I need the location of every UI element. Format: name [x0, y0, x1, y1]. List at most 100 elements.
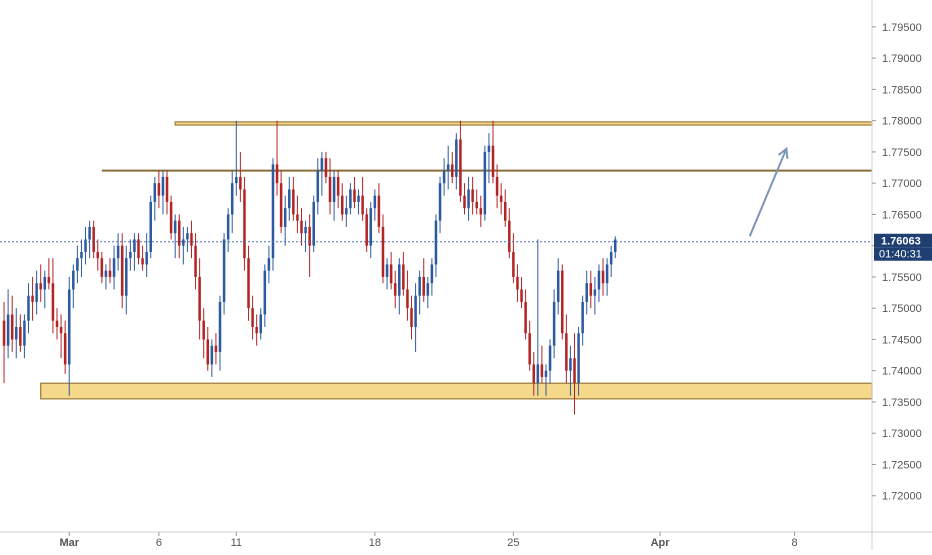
resistance-zone	[174, 121, 873, 126]
candle-body	[369, 208, 373, 246]
countdown-tag	[874, 247, 932, 261]
candle-body	[292, 189, 295, 215]
candle-body	[259, 314, 263, 334]
candle-body	[279, 183, 283, 227]
candle-body	[31, 295, 34, 302]
candle-body	[186, 233, 189, 240]
candle-body	[165, 176, 169, 202]
price-tick-label: 1.72000	[882, 491, 922, 503]
time-tick-label: 6	[156, 537, 162, 549]
candle-body	[202, 320, 205, 340]
candle-body	[569, 358, 572, 371]
candle-body	[67, 289, 71, 365]
candle-body	[463, 195, 466, 209]
candle-body	[524, 301, 527, 334]
countdown-label: 01:40:31	[879, 249, 922, 261]
candle-body	[373, 195, 377, 209]
candle-body	[59, 326, 63, 334]
candle-body	[43, 276, 47, 290]
time-tick-label: 18	[369, 537, 381, 549]
candle-body	[182, 239, 185, 246]
price-tick-label: 1.79500	[882, 22, 922, 34]
support-zone	[40, 382, 873, 400]
candle-body	[304, 226, 307, 234]
candle-body	[381, 226, 385, 277]
candle-body	[508, 220, 511, 252]
candle-body	[446, 164, 450, 171]
candle-body	[442, 170, 446, 184]
candle-body	[581, 301, 584, 334]
candle-body	[377, 195, 381, 227]
candle-body	[39, 283, 42, 290]
candle-body	[520, 289, 523, 302]
candle-body	[47, 276, 51, 284]
candle-body	[503, 201, 507, 221]
candle-body	[548, 345, 552, 371]
time-tick-label: Apr	[651, 537, 671, 549]
candle-body	[340, 195, 344, 215]
candle-body	[214, 345, 218, 352]
candle-body	[230, 183, 234, 215]
candle-body	[125, 258, 128, 296]
candle-body	[434, 220, 438, 265]
candle-body	[2, 320, 6, 346]
candle-body	[353, 189, 356, 202]
candle-body	[573, 358, 576, 384]
candle-body	[556, 270, 560, 302]
candle-body	[190, 233, 193, 246]
candle-body	[495, 176, 499, 196]
candle-body	[104, 270, 108, 277]
candle-body	[475, 201, 478, 209]
candle-body	[267, 258, 271, 271]
time-tick-label: 11	[231, 537, 242, 549]
candle-body	[116, 245, 120, 259]
candle-body	[422, 276, 426, 296]
candle-body	[84, 239, 87, 252]
candle-body	[251, 308, 254, 327]
candle-body	[27, 295, 30, 321]
price-tick-label: 1.77500	[882, 147, 922, 159]
candle-body	[450, 164, 454, 177]
candle-body	[120, 245, 124, 296]
candle-body	[512, 251, 515, 277]
candle-body	[593, 289, 597, 296]
candle-body	[51, 283, 55, 321]
candle-body	[247, 258, 250, 309]
drawings-layer	[0, 146, 872, 243]
candle-body	[206, 339, 210, 365]
candle-body	[402, 264, 405, 290]
price-tick-label: 1.78500	[882, 84, 922, 96]
candle-body	[605, 264, 609, 284]
candle-body	[177, 220, 181, 246]
candle-body	[157, 183, 161, 196]
candle-body	[137, 239, 140, 259]
candle-body	[300, 220, 303, 234]
candle-body	[345, 208, 348, 215]
candle-body	[601, 270, 605, 284]
candle-body	[516, 276, 519, 290]
candle-body	[173, 220, 177, 234]
candle-body	[467, 189, 470, 209]
candle-body	[312, 201, 315, 246]
candle-body	[55, 320, 59, 327]
candle-body	[80, 251, 83, 259]
candle-body	[23, 320, 26, 346]
candle-body	[613, 239, 617, 252]
drawing-zones-layer	[40, 121, 873, 400]
price-tick-label: 1.76500	[882, 209, 922, 221]
candle-body	[198, 276, 201, 321]
price-tick-label: 1.74500	[882, 334, 922, 346]
candle-body	[418, 276, 421, 296]
candle-body	[438, 183, 442, 221]
candle-body	[112, 258, 116, 277]
candle-body	[275, 164, 279, 184]
candle-body	[320, 158, 324, 171]
candle-body	[577, 333, 580, 384]
candle-body	[597, 270, 601, 290]
candle-body	[324, 158, 328, 177]
candle-body	[365, 214, 368, 246]
candles-layer	[2, 120, 617, 415]
